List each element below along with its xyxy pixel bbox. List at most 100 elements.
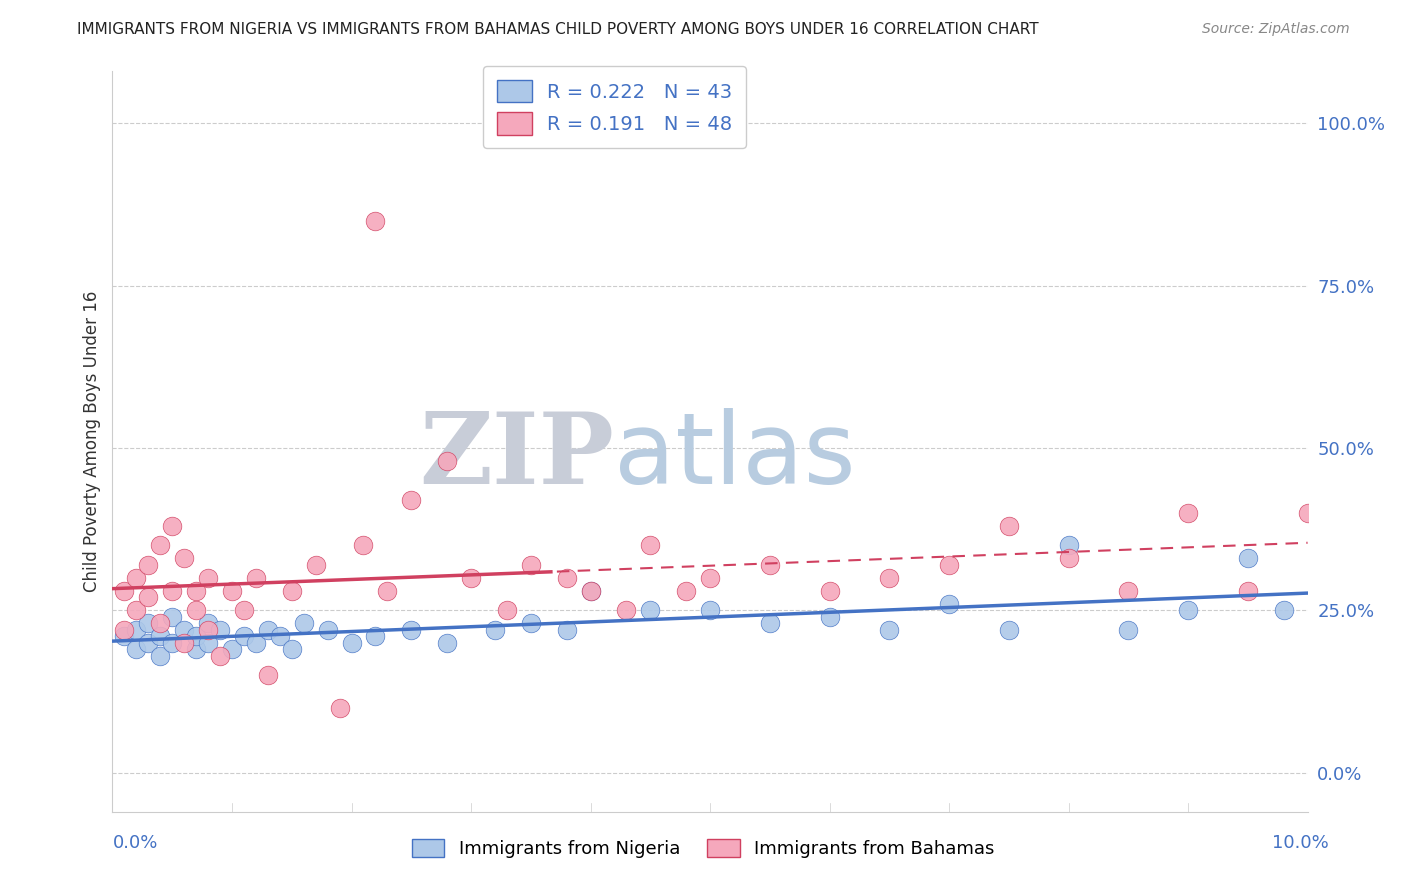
Point — [998, 519, 1021, 533]
Point — [162, 636, 183, 650]
Point — [353, 538, 375, 552]
Point — [484, 623, 506, 637]
Text: atlas: atlas — [614, 408, 856, 505]
Point — [460, 571, 482, 585]
Point — [209, 648, 232, 663]
Point — [221, 642, 243, 657]
Point — [186, 583, 208, 598]
Point — [138, 558, 160, 572]
Point — [281, 583, 304, 598]
Point — [209, 623, 232, 637]
Point — [616, 603, 638, 617]
Point — [245, 636, 267, 650]
Point — [520, 616, 543, 631]
Point — [269, 629, 291, 643]
Point — [125, 603, 148, 617]
Point — [675, 583, 697, 598]
Point — [1237, 583, 1260, 598]
Text: IMMIGRANTS FROM NIGERIA VS IMMIGRANTS FROM BAHAMAS CHILD POVERTY AMONG BOYS UNDE: IMMIGRANTS FROM NIGERIA VS IMMIGRANTS FR… — [77, 22, 1039, 37]
Point — [1237, 551, 1260, 566]
Point — [257, 668, 280, 682]
Point — [186, 603, 208, 617]
Point — [401, 623, 423, 637]
Point — [1057, 551, 1080, 566]
Point — [186, 642, 208, 657]
Point — [138, 616, 160, 631]
Point — [162, 519, 183, 533]
Point — [364, 629, 387, 643]
Point — [316, 623, 339, 637]
Point — [555, 623, 578, 637]
Point — [233, 629, 256, 643]
Point — [938, 597, 960, 611]
Point — [1118, 583, 1140, 598]
Point — [162, 610, 183, 624]
Point — [162, 583, 183, 598]
Point — [281, 642, 304, 657]
Point — [699, 571, 721, 585]
Point — [305, 558, 328, 572]
Point — [292, 616, 315, 631]
Point — [186, 629, 208, 643]
Point — [245, 571, 267, 585]
Point — [149, 648, 172, 663]
Point — [436, 454, 458, 468]
Point — [149, 616, 172, 631]
Point — [125, 642, 148, 657]
Point — [329, 701, 352, 715]
Point — [998, 623, 1021, 637]
Point — [114, 583, 135, 598]
Point — [149, 629, 172, 643]
Point — [436, 636, 458, 650]
Legend: R = 0.222   N = 43, R = 0.191   N = 48: R = 0.222 N = 43, R = 0.191 N = 48 — [484, 66, 745, 148]
Point — [579, 583, 602, 598]
Point — [1296, 506, 1319, 520]
Point — [759, 558, 782, 572]
Text: Source: ZipAtlas.com: Source: ZipAtlas.com — [1202, 22, 1350, 37]
Text: 0.0%: 0.0% — [112, 834, 157, 852]
Point — [173, 636, 195, 650]
Point — [1177, 603, 1199, 617]
Point — [233, 603, 256, 617]
Point — [496, 603, 519, 617]
Point — [114, 623, 135, 637]
Point — [818, 610, 841, 624]
Point — [1057, 538, 1080, 552]
Point — [114, 629, 135, 643]
Point — [197, 623, 219, 637]
Point — [221, 583, 243, 598]
Point — [520, 558, 543, 572]
Point — [1177, 506, 1199, 520]
Point — [173, 623, 195, 637]
Point — [879, 623, 901, 637]
Point — [1118, 623, 1140, 637]
Point — [197, 616, 219, 631]
Point — [579, 583, 602, 598]
Point — [340, 636, 363, 650]
Y-axis label: Child Poverty Among Boys Under 16: Child Poverty Among Boys Under 16 — [83, 291, 101, 592]
Point — [759, 616, 782, 631]
Point — [640, 603, 662, 617]
Point — [138, 591, 160, 605]
Point — [401, 493, 423, 508]
Point — [555, 571, 578, 585]
Point — [364, 213, 387, 227]
Point — [1272, 603, 1295, 617]
Text: 10.0%: 10.0% — [1272, 834, 1329, 852]
Point — [818, 583, 841, 598]
Point — [149, 538, 172, 552]
Point — [640, 538, 662, 552]
Legend: Immigrants from Nigeria, Immigrants from Bahamas: Immigrants from Nigeria, Immigrants from… — [405, 831, 1001, 865]
Point — [377, 583, 399, 598]
Point — [699, 603, 721, 617]
Point — [879, 571, 901, 585]
Point — [197, 571, 219, 585]
Point — [125, 623, 148, 637]
Point — [173, 551, 195, 566]
Text: ZIP: ZIP — [419, 408, 614, 505]
Point — [138, 636, 160, 650]
Point — [125, 571, 148, 585]
Point — [197, 636, 219, 650]
Point — [938, 558, 960, 572]
Point — [257, 623, 280, 637]
